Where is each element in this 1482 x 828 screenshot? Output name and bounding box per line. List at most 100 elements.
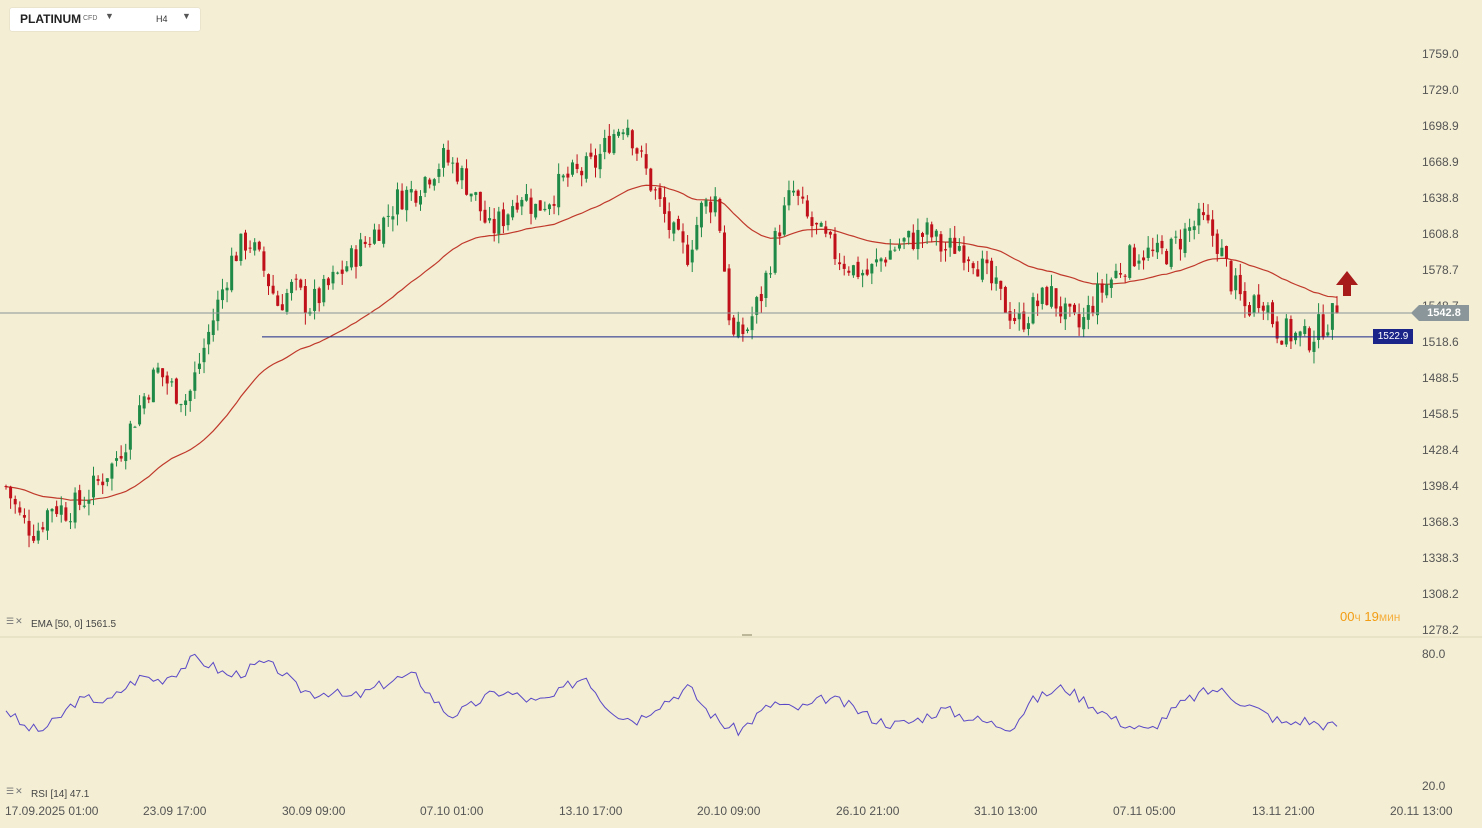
- candle-body: [1252, 295, 1256, 314]
- candle: [589, 143, 593, 160]
- candle: [483, 200, 487, 224]
- horizontal-level-line: [0, 312, 1413, 338]
- candle-body: [1261, 305, 1265, 311]
- candle-body: [667, 211, 671, 231]
- candle: [377, 224, 381, 241]
- timeframe-value[interactable]: H4: [156, 14, 168, 24]
- candle-body: [377, 229, 381, 241]
- candle: [755, 295, 759, 324]
- candle: [598, 144, 602, 179]
- candle: [1188, 218, 1192, 242]
- candle-body: [299, 279, 303, 288]
- time-tick-label: 13.11 21:00: [1252, 804, 1315, 818]
- candle-body: [520, 199, 524, 207]
- candle: [59, 496, 63, 523]
- candle: [1183, 222, 1187, 258]
- grid-lines: [0, 634, 1482, 638]
- candle: [971, 261, 975, 275]
- candle-body: [709, 201, 713, 213]
- candle: [115, 451, 119, 467]
- candle-body: [649, 168, 653, 191]
- candle: [124, 443, 128, 470]
- candle-body: [589, 152, 593, 157]
- candle: [635, 147, 639, 161]
- candle: [285, 288, 289, 315]
- candle: [119, 445, 123, 462]
- candle-body: [681, 231, 685, 243]
- candle-body: [750, 316, 754, 331]
- candle-body: [524, 194, 528, 201]
- candle: [1059, 296, 1063, 324]
- candle: [1229, 259, 1233, 295]
- candle-body: [874, 259, 878, 263]
- candle: [1211, 210, 1215, 247]
- candle: [13, 495, 17, 514]
- symbol-selector[interactable]: PLATINUM CFD ▼ H4 ▼: [10, 8, 200, 31]
- candle: [607, 124, 611, 155]
- candle: [55, 500, 59, 517]
- candle-body: [805, 200, 809, 217]
- candle-body: [1100, 283, 1104, 293]
- candle-body: [322, 278, 326, 303]
- candle-body: [948, 237, 952, 248]
- candle: [87, 489, 91, 516]
- ema-settings-icon[interactable]: ☰✕: [6, 616, 24, 626]
- price-tick-label: 1428.4: [1422, 443, 1459, 457]
- candle-body: [474, 192, 478, 195]
- candle: [488, 206, 492, 224]
- candle: [911, 224, 915, 251]
- candle: [1238, 263, 1242, 301]
- candle: [303, 278, 307, 325]
- candle: [280, 294, 284, 311]
- candle-body: [603, 137, 607, 153]
- candle-body: [1312, 341, 1316, 352]
- candle: [547, 203, 551, 216]
- candle-body: [534, 203, 538, 218]
- candle: [870, 263, 874, 285]
- candle-body: [1335, 305, 1339, 314]
- candle: [759, 286, 763, 313]
- candle-body: [1022, 311, 1026, 330]
- timeframe-dropdown-icon[interactable]: ▼: [182, 11, 191, 21]
- candle-body: [359, 239, 363, 267]
- candle: [308, 307, 312, 317]
- candle: [718, 197, 722, 234]
- candle-body: [865, 269, 869, 275]
- candle: [676, 215, 680, 231]
- candle: [211, 308, 215, 342]
- candle: [465, 159, 469, 196]
- candle: [538, 200, 542, 211]
- candle: [151, 367, 155, 403]
- candle: [474, 191, 478, 201]
- candle-body: [78, 490, 82, 505]
- candle: [658, 183, 662, 207]
- candle: [253, 238, 257, 256]
- candle-body: [437, 169, 441, 177]
- candle-body: [262, 251, 266, 271]
- candle: [681, 223, 685, 254]
- symbol-dropdown-icon[interactable]: ▼: [105, 11, 114, 21]
- candle-body: [4, 486, 8, 488]
- candle: [644, 143, 648, 175]
- candle: [640, 145, 644, 158]
- candle: [1330, 303, 1334, 340]
- candle: [1077, 303, 1081, 336]
- candle: [1197, 202, 1201, 234]
- rsi-settings-icon[interactable]: ☰✕: [6, 786, 24, 796]
- candle: [667, 202, 671, 239]
- symbol-name[interactable]: PLATINUM: [20, 12, 82, 26]
- candle: [851, 264, 855, 278]
- candle-body: [736, 321, 740, 338]
- candle: [9, 485, 13, 509]
- level-price-tag[interactable]: 1522.9: [1373, 329, 1413, 345]
- candle: [976, 260, 980, 277]
- last-price-tag: 1542.8: [1411, 305, 1469, 321]
- candle-body: [193, 372, 197, 391]
- candle: [128, 420, 132, 460]
- candle: [460, 165, 464, 189]
- time-tick-label: 31.10 13:00: [974, 804, 1038, 818]
- candle: [1031, 292, 1035, 325]
- candle-body: [557, 173, 561, 208]
- candle-body: [1160, 240, 1164, 249]
